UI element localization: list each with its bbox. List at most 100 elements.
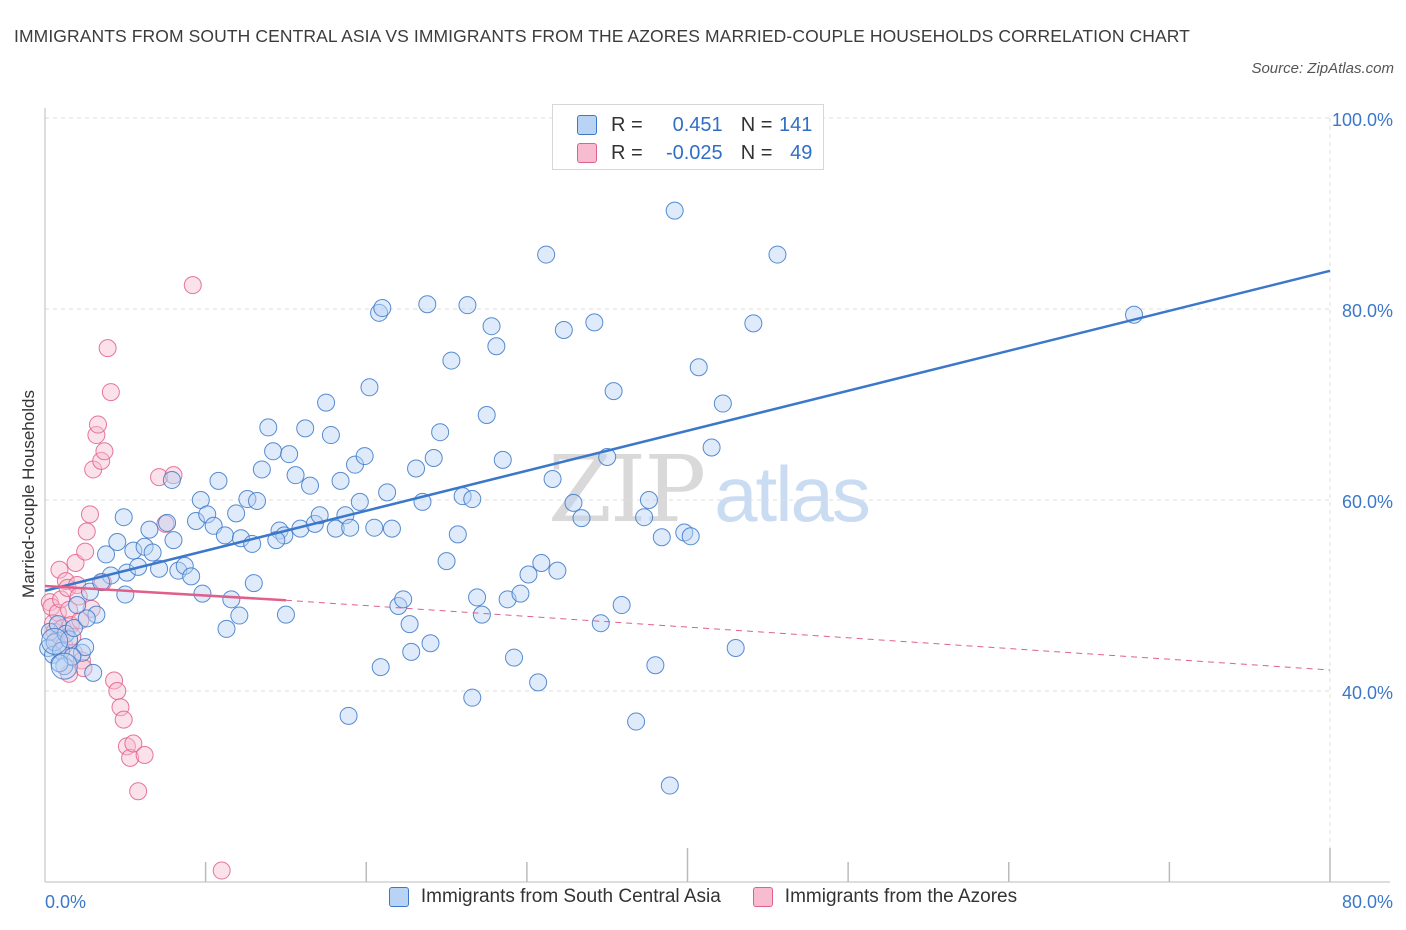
azores-point bbox=[135, 745, 154, 764]
south-central-asia-point bbox=[660, 776, 679, 795]
south-central-asia-point bbox=[400, 615, 419, 634]
south-central-asia-point bbox=[407, 459, 426, 478]
south-central-asia-point bbox=[41, 627, 69, 655]
south-central-asia-point bbox=[248, 491, 267, 510]
south-central-asia-point bbox=[317, 393, 336, 412]
south-central-asia-point bbox=[182, 567, 201, 586]
south-central-asia-point bbox=[326, 519, 345, 538]
azores-point bbox=[50, 560, 69, 579]
south-central-asia-point bbox=[543, 469, 562, 488]
south-central-asia-point bbox=[726, 639, 745, 658]
azores-point bbox=[101, 383, 120, 402]
south-central-asia-point bbox=[371, 658, 390, 677]
south-central-asia-point bbox=[50, 654, 69, 673]
south-central-asia-point bbox=[267, 531, 286, 550]
south-central-asia-point bbox=[230, 606, 249, 625]
legend-r-value: 0.451 bbox=[672, 113, 723, 136]
y-tick-label: 100.0% bbox=[1332, 110, 1393, 130]
y-tick-labels: 40.0% 60.0% 80.0% 100.0% bbox=[1332, 110, 1393, 703]
south-central-asia-point bbox=[217, 619, 236, 638]
south-central-asia-point bbox=[532, 554, 551, 573]
azores-point bbox=[80, 505, 99, 524]
azores-points bbox=[40, 276, 231, 880]
south-central-asia-point bbox=[463, 688, 482, 707]
azores-point bbox=[77, 522, 96, 541]
south-central-asia-point bbox=[572, 509, 591, 528]
south-central-asia-point bbox=[276, 605, 295, 624]
south-central-asia-point bbox=[350, 492, 369, 511]
south-central-asia-point bbox=[114, 508, 133, 527]
south-central-asia-point bbox=[124, 541, 143, 560]
azores-point bbox=[72, 651, 91, 670]
south-central-asia-point bbox=[431, 423, 450, 442]
south-central-asia-point bbox=[448, 525, 467, 544]
azores-point bbox=[95, 442, 114, 461]
south-central-asia-point bbox=[378, 483, 397, 502]
legend-swatch-blue bbox=[577, 115, 597, 135]
watermark-atlas: atlas bbox=[714, 450, 871, 538]
south-central-asia-point bbox=[681, 527, 700, 546]
south-central-asia-point bbox=[482, 317, 501, 336]
south-central-asia-point bbox=[713, 394, 732, 413]
south-central-asia-point bbox=[472, 605, 491, 624]
series-legend-blue[interactable]: Immigrants from South Central Asia bbox=[388, 886, 721, 908]
south-central-asia-point bbox=[296, 419, 315, 438]
south-central-asia-point bbox=[424, 448, 443, 467]
azores-point bbox=[124, 734, 143, 753]
south-central-asia-point bbox=[519, 565, 538, 584]
y-tick-label: 80.0% bbox=[1342, 301, 1393, 321]
azores-point bbox=[212, 861, 231, 880]
x-tick-labels: 0.0% 80.0% bbox=[45, 892, 1393, 912]
south-central-asia-point bbox=[505, 648, 524, 667]
series-swatch-pink bbox=[752, 887, 773, 907]
south-central-asia-point bbox=[612, 596, 631, 615]
trend-line-pink bbox=[44, 584, 287, 602]
south-central-asia-point bbox=[537, 245, 556, 264]
south-central-asia-point bbox=[604, 382, 623, 401]
series-legend-pink[interactable]: Immigrants from the Azores bbox=[752, 886, 1017, 908]
series-legend: Immigrants from South Central Asia Immig… bbox=[0, 886, 1406, 908]
south-central-asia-point bbox=[310, 506, 329, 525]
south-central-asia-point bbox=[635, 508, 654, 527]
trend-lines bbox=[44, 269, 1331, 671]
south-central-asia-point bbox=[339, 706, 358, 725]
south-central-asia-point bbox=[222, 590, 241, 609]
south-central-asia-point bbox=[50, 652, 78, 680]
legend-row-pink: R = -0.025 N = 49 bbox=[577, 139, 812, 167]
south-central-asia-point bbox=[301, 476, 320, 495]
south-central-asia-point bbox=[244, 574, 263, 593]
south-central-asia-points bbox=[39, 201, 1144, 795]
south-central-asia-point bbox=[373, 299, 392, 318]
south-central-asia-point bbox=[198, 505, 217, 524]
axes bbox=[44, 108, 1390, 883]
south-central-asia-point bbox=[442, 351, 461, 370]
south-central-asia-point bbox=[421, 634, 440, 653]
south-central-asia-point bbox=[77, 609, 96, 628]
source-label: Source: ZipAtlas.com bbox=[1251, 60, 1394, 77]
legend-n-value: 141 bbox=[779, 113, 813, 136]
south-central-asia-point bbox=[286, 466, 305, 485]
south-central-asia-point bbox=[493, 450, 512, 469]
south-central-asia-point bbox=[264, 442, 283, 461]
south-central-asia-point bbox=[511, 584, 530, 603]
south-central-asia-point bbox=[143, 543, 162, 562]
south-central-asia-point bbox=[689, 358, 708, 377]
legend-r-value: -0.025 bbox=[665, 141, 723, 164]
azores-point bbox=[92, 451, 111, 470]
south-central-asia-point bbox=[418, 295, 437, 314]
south-central-asia-point bbox=[564, 493, 583, 512]
azores-point bbox=[129, 782, 148, 801]
azores-point bbox=[105, 671, 124, 690]
grid-lines bbox=[45, 117, 1331, 882]
south-central-asia-point bbox=[468, 588, 487, 607]
legend-n-label: N = bbox=[740, 141, 773, 164]
south-central-asia-point bbox=[162, 470, 181, 489]
azores-point bbox=[66, 554, 85, 573]
y-tick-label: 60.0% bbox=[1342, 492, 1393, 512]
series-swatch-blue bbox=[388, 887, 409, 907]
south-central-asia-point bbox=[487, 337, 506, 356]
south-central-asia-point bbox=[591, 614, 610, 633]
x-tick-label-max: 80.0% bbox=[1342, 892, 1393, 912]
series-name-blue: Immigrants from South Central Asia bbox=[420, 886, 721, 907]
azores-point bbox=[114, 710, 133, 729]
